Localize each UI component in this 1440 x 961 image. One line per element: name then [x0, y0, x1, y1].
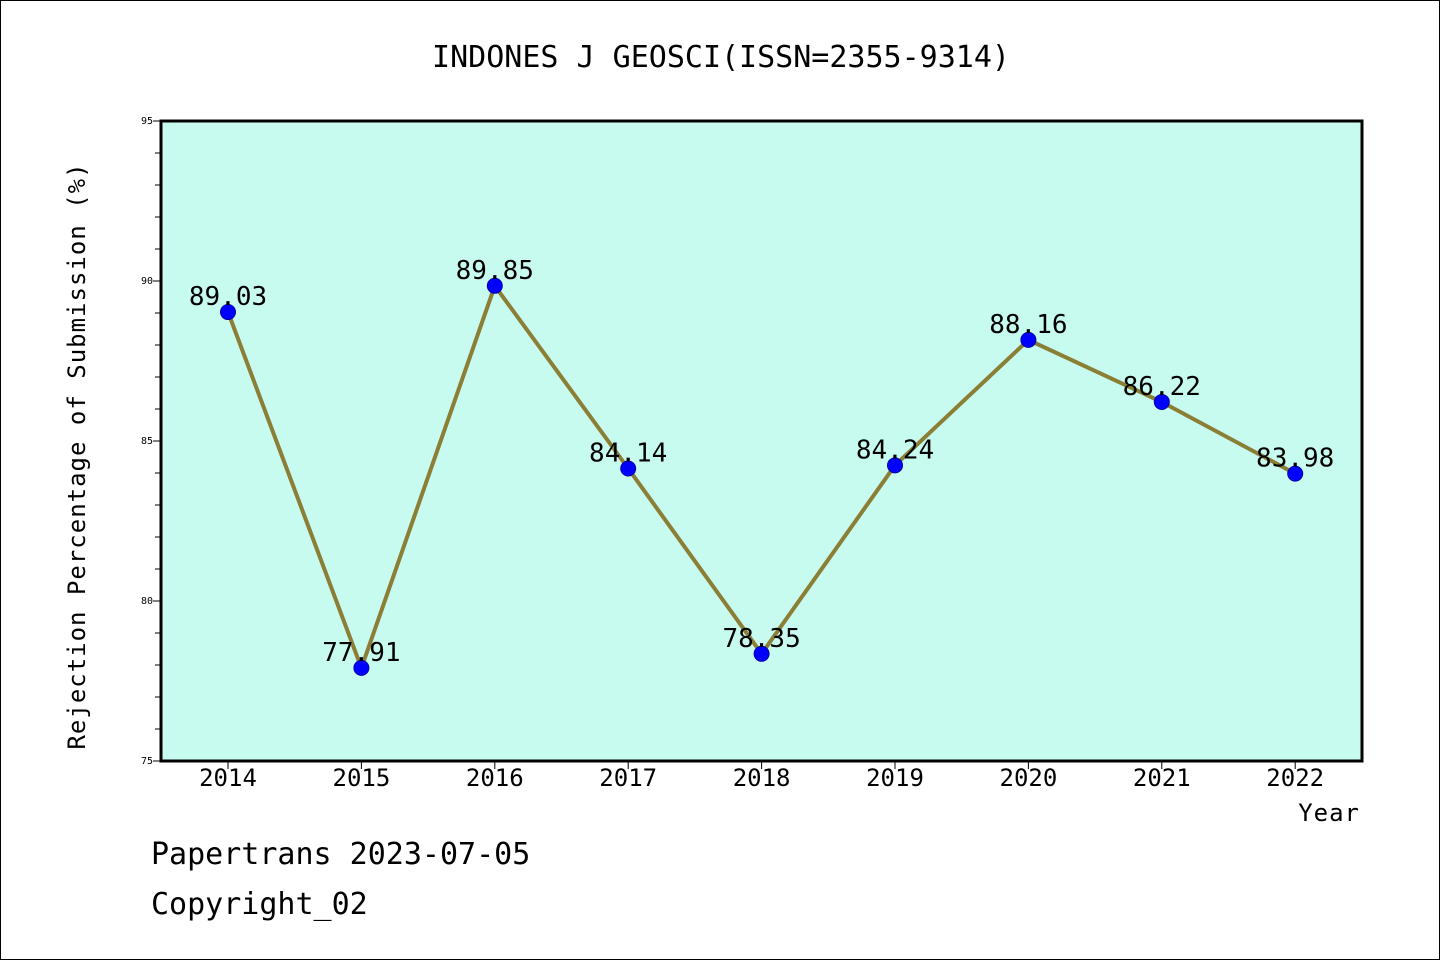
x-tick-label: 2014 [199, 764, 257, 792]
data-point [486, 277, 503, 294]
x-tick-label: 2021 [1133, 764, 1191, 792]
x-tick-label: 2019 [866, 764, 924, 792]
data-point [620, 460, 637, 477]
x-axis-label: Year [1298, 799, 1360, 827]
data-markers [220, 277, 1304, 676]
x-tick-label: 2017 [599, 764, 657, 792]
y-axis-label: Rejection Percentage of Submission (%) [63, 162, 91, 749]
data-label: 84.14 [589, 439, 667, 469]
data-point [1287, 465, 1304, 482]
data-label: 84.24 [856, 435, 934, 465]
data-label: 89.03 [189, 282, 267, 312]
x-tick-label: 2020 [1000, 764, 1058, 792]
y-tick-label: 95 [141, 116, 153, 127]
data-point [1020, 331, 1037, 348]
data-label: 89.85 [456, 256, 534, 286]
footer-date: Papertrans 2023-07-05 [151, 837, 531, 872]
chart-title: INDONES J GEOSCI(ISSN=2355-9314) [432, 40, 1010, 75]
x-tick-label: 2015 [333, 764, 391, 792]
data-point [220, 304, 236, 321]
footer-copyright: Copyright_02 [151, 887, 368, 922]
y-tick-label: 85 [141, 436, 153, 447]
data-label: 86.22 [1123, 372, 1201, 402]
y-axis: 75 80 85 90 95 [141, 116, 161, 767]
x-axis: 2014 2015 2016 2017 2018 2019 2020 2021 2022 [199, 761, 1324, 792]
x-tick-label: 2016 [466, 764, 524, 792]
y-tick-label: 90 [141, 276, 153, 287]
data-label: 88.16 [989, 310, 1067, 340]
y-tick-label: 80 [141, 596, 153, 607]
data-label: 78.35 [722, 624, 800, 654]
x-tick-label: 2022 [1266, 764, 1324, 792]
data-label: 77.91 [322, 638, 400, 668]
data-point [353, 659, 370, 676]
data-point [1153, 393, 1170, 410]
data-labels: 89.03 77.91 89.85 84.14 78.35 84.24 88.16 86.22… [189, 256, 1334, 668]
data-label: 83.98 [1256, 444, 1334, 474]
data-point [753, 645, 770, 662]
x-tick-label: 2018 [733, 764, 791, 792]
y-tick-label: 75 [141, 756, 153, 767]
data-point [887, 457, 903, 474]
